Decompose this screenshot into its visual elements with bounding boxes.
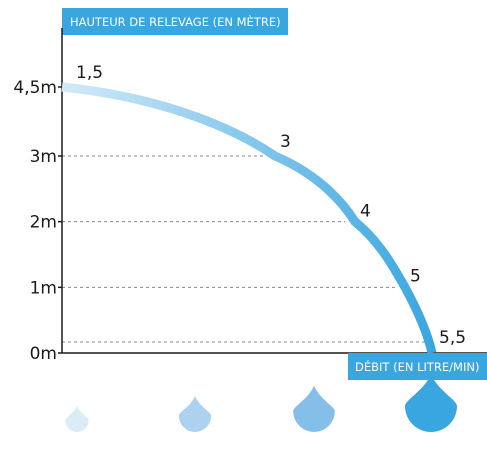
y-tick-label: 0m: [30, 344, 57, 364]
water-drop-icon: [405, 374, 457, 432]
y-tick-label: 1m: [30, 278, 57, 298]
y-tick-label: 3m: [30, 147, 57, 167]
x-axis-title-background: [348, 353, 487, 380]
x-axis-title-text: DÉBIT (EN LITRE/MIN): [355, 359, 479, 374]
grid-lines: [62, 155, 425, 343]
y-axis-title-text: HAUTEUR DE RELEVAGE (EN MÈTRE): [70, 14, 281, 29]
x-axis-title: DÉBIT (EN LITRE/MIN): [348, 353, 487, 380]
point-label: 5,5: [439, 328, 466, 348]
y-tick-label: 4,5m: [13, 78, 57, 98]
flow-drop-icons: [65, 374, 457, 432]
point-label: 3: [280, 132, 291, 152]
y-axis-title: HAUTEUR DE RELEVAGE (EN MÈTRE): [62, 8, 288, 35]
point-label: 1,5: [76, 63, 103, 83]
y-tick-label: 2m: [30, 213, 57, 233]
water-drop-icon: [65, 405, 89, 432]
water-drop-icon: [178, 396, 212, 432]
water-drop-icon: [293, 385, 335, 432]
y-tick-labels: 0m 1m 2m 3m 4,5m: [13, 78, 62, 364]
point-labels: 1,5 3 4 5 5,5: [76, 63, 466, 348]
point-label: 4: [360, 202, 371, 222]
point-label: 5: [410, 266, 421, 286]
pump-curve-line: [61, 82, 437, 355]
y-axis-title-background: [62, 8, 288, 35]
